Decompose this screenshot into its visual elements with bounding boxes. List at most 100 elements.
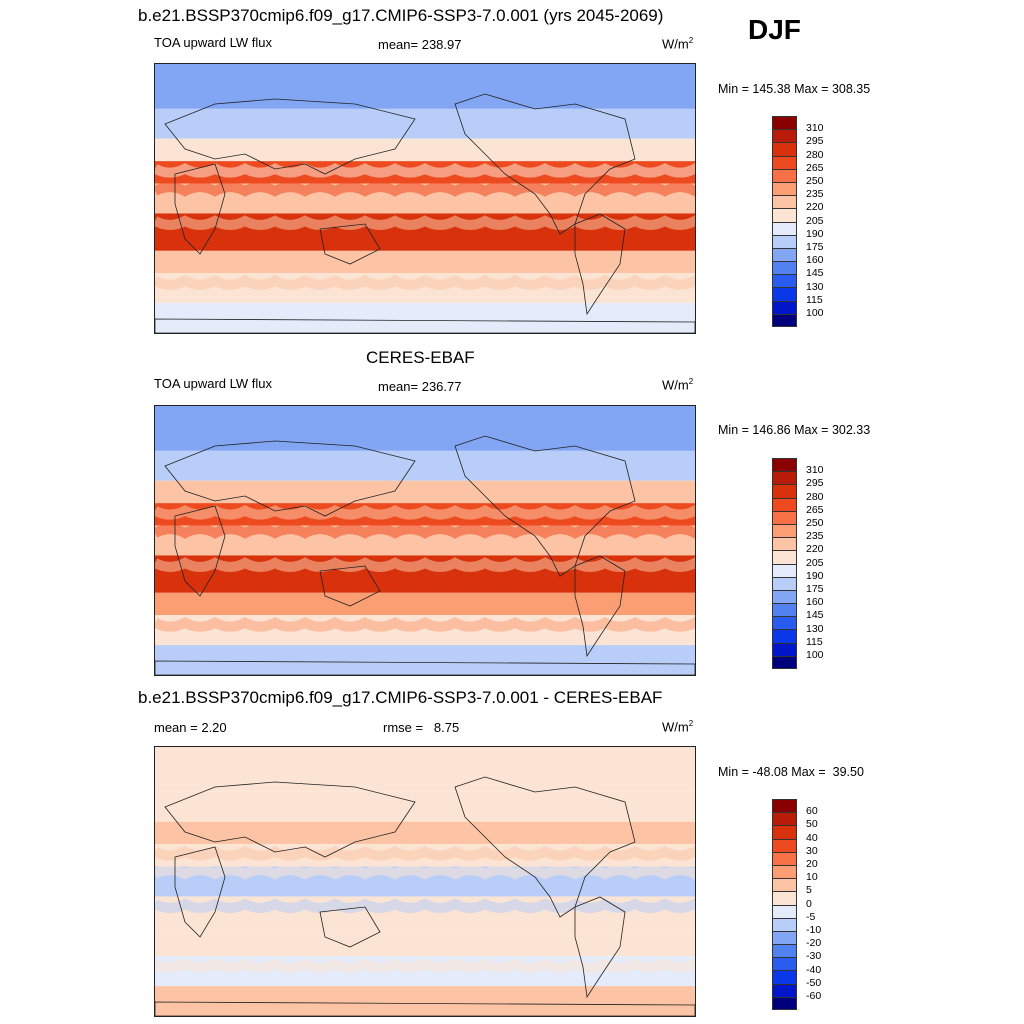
- coastline: [164, 98, 416, 175]
- colorbar-label: 250: [806, 175, 824, 187]
- colorbar-box: [772, 471, 797, 485]
- panel-3-colorbar: [772, 799, 797, 1010]
- panel-1-units: W/m2: [662, 36, 694, 52]
- colorbar-box: [772, 864, 797, 879]
- colorbar-box: [772, 970, 797, 984]
- colorbar-box: [772, 234, 797, 248]
- colorbar-label: 250: [806, 517, 824, 529]
- colorbar-label: 145: [806, 267, 824, 280]
- coastline: [174, 505, 226, 597]
- colorbar-box: [772, 129, 797, 143]
- colorbar-box: [772, 221, 797, 235]
- colorbar-box: [772, 891, 797, 905]
- colorbar-box: [772, 300, 797, 314]
- panel-2-field: [155, 406, 695, 675]
- panel-3-rmse: rmse = 8.75: [383, 720, 460, 735]
- field-band: [155, 592, 695, 616]
- colorbar-label: 295: [806, 477, 824, 490]
- colorbar-box: [772, 274, 797, 288]
- colorbar-box: [772, 208, 797, 222]
- field-band: [155, 986, 695, 1016]
- panel-1-minmax: Min = 145.38 Max = 308.35: [718, 82, 871, 96]
- colorbar-label: 130: [806, 622, 824, 635]
- colorbar-label: -40: [806, 963, 822, 976]
- colorbar-label: 100: [806, 307, 824, 319]
- coastline: [319, 223, 381, 265]
- panel-2-mean: mean= 236.77: [378, 379, 462, 394]
- colorbar-label: 175: [806, 583, 824, 595]
- contour-blob: [155, 464, 695, 479]
- colorbar-box: [772, 458, 797, 472]
- coastline: [174, 163, 226, 255]
- colorbar-label: -60: [806, 990, 822, 1002]
- contour-blob: [155, 182, 695, 197]
- contour-blob: [155, 524, 695, 539]
- colorbar-label: 160: [806, 596, 824, 609]
- colorbar-label: -50: [806, 976, 822, 989]
- colorbar-box: [772, 195, 797, 209]
- panel-1-title: b.e21.BSSP370cmip6.f09_g17.CMIP6-SSP3-7.…: [138, 6, 664, 25]
- contour-blob: [155, 805, 695, 820]
- field-band: [155, 933, 695, 957]
- contour-blob: [155, 557, 695, 572]
- coastline: [174, 846, 226, 938]
- contour-blob: [155, 898, 695, 913]
- colorbar-box: [772, 313, 797, 327]
- panel-2-minmax: Min = 146.86 Max = 302.33: [718, 423, 871, 437]
- contour-blob: [155, 576, 695, 591]
- colorbar-label: -30: [806, 950, 822, 963]
- contour-blob: [155, 958, 695, 973]
- panel-2-colorbar: [772, 458, 797, 669]
- colorbar-label: 205: [806, 556, 824, 569]
- colorbar-label: 10: [806, 871, 818, 884]
- colorbar-label: 190: [806, 569, 824, 582]
- coastline: [319, 565, 381, 607]
- panel-3-mean: mean = 2.20: [154, 720, 227, 735]
- colorbar-box: [772, 904, 797, 918]
- colorbar-label: 295: [806, 135, 824, 148]
- contour-blob: [155, 617, 695, 632]
- coastline: [155, 660, 695, 675]
- colorbar-box: [772, 510, 797, 524]
- field-band: [155, 250, 695, 274]
- colorbar-label: 175: [806, 241, 824, 253]
- colorbar-label: 130: [806, 280, 824, 293]
- coastline: [319, 906, 381, 948]
- panel-2-map: [154, 405, 696, 676]
- coastline: [155, 318, 695, 333]
- colorbar-label: 5: [806, 884, 812, 897]
- panel-1-variable: TOA upward LW flux: [154, 35, 273, 50]
- coastline: [164, 781, 416, 858]
- colorbar-label: 265: [806, 161, 824, 174]
- coastline: [454, 93, 636, 235]
- colorbar-box: [772, 812, 797, 826]
- field-band: [155, 138, 695, 162]
- colorbar-box: [772, 878, 797, 892]
- colorbar-box: [772, 589, 797, 604]
- contour-blob: [155, 215, 695, 230]
- colorbar-label: 115: [806, 293, 823, 306]
- colorbar-box: [772, 142, 797, 156]
- colorbar-box: [772, 629, 797, 643]
- panel-3-field: [155, 747, 695, 1016]
- colorbar-box: [772, 996, 797, 1010]
- contour-blob: [155, 122, 695, 137]
- colorbar-label: -20: [806, 937, 822, 950]
- colorbar-label: 100: [806, 649, 824, 661]
- panel-2-units: W/m2: [662, 377, 694, 393]
- field-band: [155, 303, 695, 333]
- season-label: DJF: [748, 14, 801, 45]
- colorbar-box: [772, 983, 797, 997]
- contour-blob: [155, 845, 695, 861]
- panel-3-minmax: Min = -48.08 Max = 39.50: [718, 765, 864, 779]
- colorbar-box: [772, 616, 797, 630]
- colorbar-label: -5: [806, 910, 816, 923]
- colorbar-label: 280: [806, 148, 824, 161]
- colorbar-box: [772, 484, 797, 498]
- colorbar-label: 205: [806, 214, 824, 227]
- colorbar-label: 265: [806, 503, 824, 516]
- colorbar-box: [772, 603, 797, 617]
- colorbar-label: 220: [806, 543, 824, 556]
- coastline: [574, 555, 626, 658]
- coastline: [155, 1001, 695, 1016]
